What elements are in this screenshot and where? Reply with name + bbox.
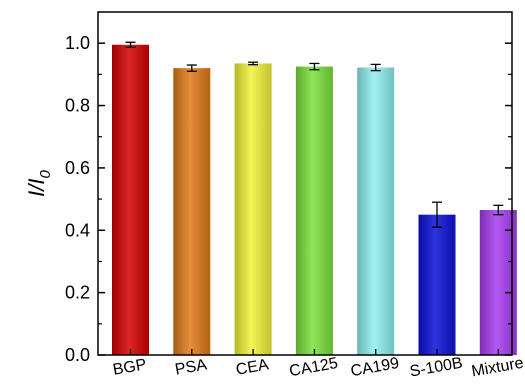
bar-psa <box>173 68 211 356</box>
y-axis-title: I/I0 <box>24 170 54 197</box>
y-tick-label: 0.0 <box>65 345 90 365</box>
error-bars-group <box>125 41 504 228</box>
bars-group <box>112 44 517 356</box>
x-tick-label-mixture: Mixture <box>470 355 525 381</box>
bar-mixture <box>479 210 517 355</box>
y-tick-label: 0.4 <box>65 220 90 240</box>
y-tick-label: 1.0 <box>65 33 90 53</box>
x-tick-label-cea: CEA <box>235 356 271 379</box>
y-tick-label: 0.8 <box>65 96 90 116</box>
y-axis-title-main: I/I <box>24 179 49 197</box>
bar-s-100b <box>418 214 456 355</box>
x-tick-label-bgp: BGP <box>112 356 148 379</box>
x-tick-label-ca199: CA199 <box>349 355 400 380</box>
bar-bgp <box>112 44 149 356</box>
bar-ca125 <box>295 66 333 356</box>
bar-ca199 <box>357 67 395 356</box>
y-axis: 0.0 0.2 0.4 0.6 0.8 1.0 <box>65 33 512 365</box>
y-tick-label: 0.6 <box>65 158 90 178</box>
x-tick-label-ca125: CA125 <box>288 355 339 380</box>
plot-frame <box>97 11 513 356</box>
y-axis-title-subscript: 0 <box>37 170 54 179</box>
bar-cea <box>234 63 272 355</box>
x-tick-label-s-100b: S-100B <box>408 355 464 381</box>
x-tick-label-psa: PSA <box>174 356 209 378</box>
y-tick-label: 0.2 <box>65 283 90 303</box>
